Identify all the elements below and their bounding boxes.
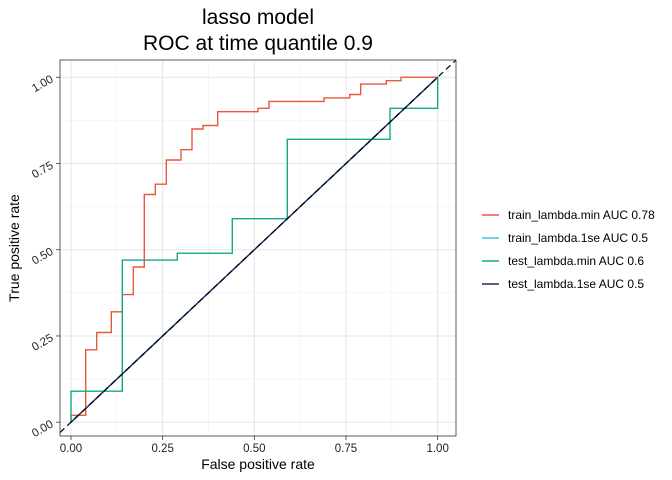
legend-item-3: test_lambda.min AUC 0.6	[508, 254, 644, 268]
chart-title: lasso model	[202, 6, 314, 29]
plot-border	[59, 59, 457, 437]
x-tick-label: 0.50	[243, 443, 265, 455]
y-tick-label: 0.50	[30, 246, 55, 268]
legend-item-1: train_lambda.min AUC 0.78	[508, 208, 655, 222]
y-tick-label: 0.75	[30, 160, 55, 182]
plot-area	[59, 59, 457, 437]
diagonal-reference-line	[59, 59, 457, 433]
y-axis-label: True positive rate	[6, 194, 22, 302]
y-tick-label: 1.00	[30, 73, 55, 95]
series-line-1	[70, 76, 438, 423]
series-line-3	[70, 77, 439, 423]
y-tick-label: 0.25	[30, 332, 55, 354]
y-tick-label: 0.00	[30, 418, 55, 440]
legend-item-2: train_lambda.1se AUC 0.5	[508, 231, 648, 245]
legend: train_lambda.min AUC 0.78 train_lambda.1s…	[482, 208, 655, 291]
x-tick-label: 0.75	[335, 443, 357, 455]
x-tick-label: 0.25	[151, 443, 173, 455]
x-tick-label: 0.00	[60, 443, 82, 455]
x-tick-label: 1.00	[426, 443, 448, 455]
x-axis-label: False positive rate	[201, 456, 315, 472]
legend-item-4: test_lambda.1se AUC 0.5	[508, 277, 644, 291]
chart-subtitle: ROC at time quantile 0.9	[143, 32, 373, 55]
y-axis-ticks: 0.00 0.25 0.50 0.75 1.00	[30, 73, 60, 440]
grid-lines	[60, 60, 456, 436]
x-axis-ticks: 0.00 0.25 0.50 0.75 1.00	[60, 436, 449, 455]
